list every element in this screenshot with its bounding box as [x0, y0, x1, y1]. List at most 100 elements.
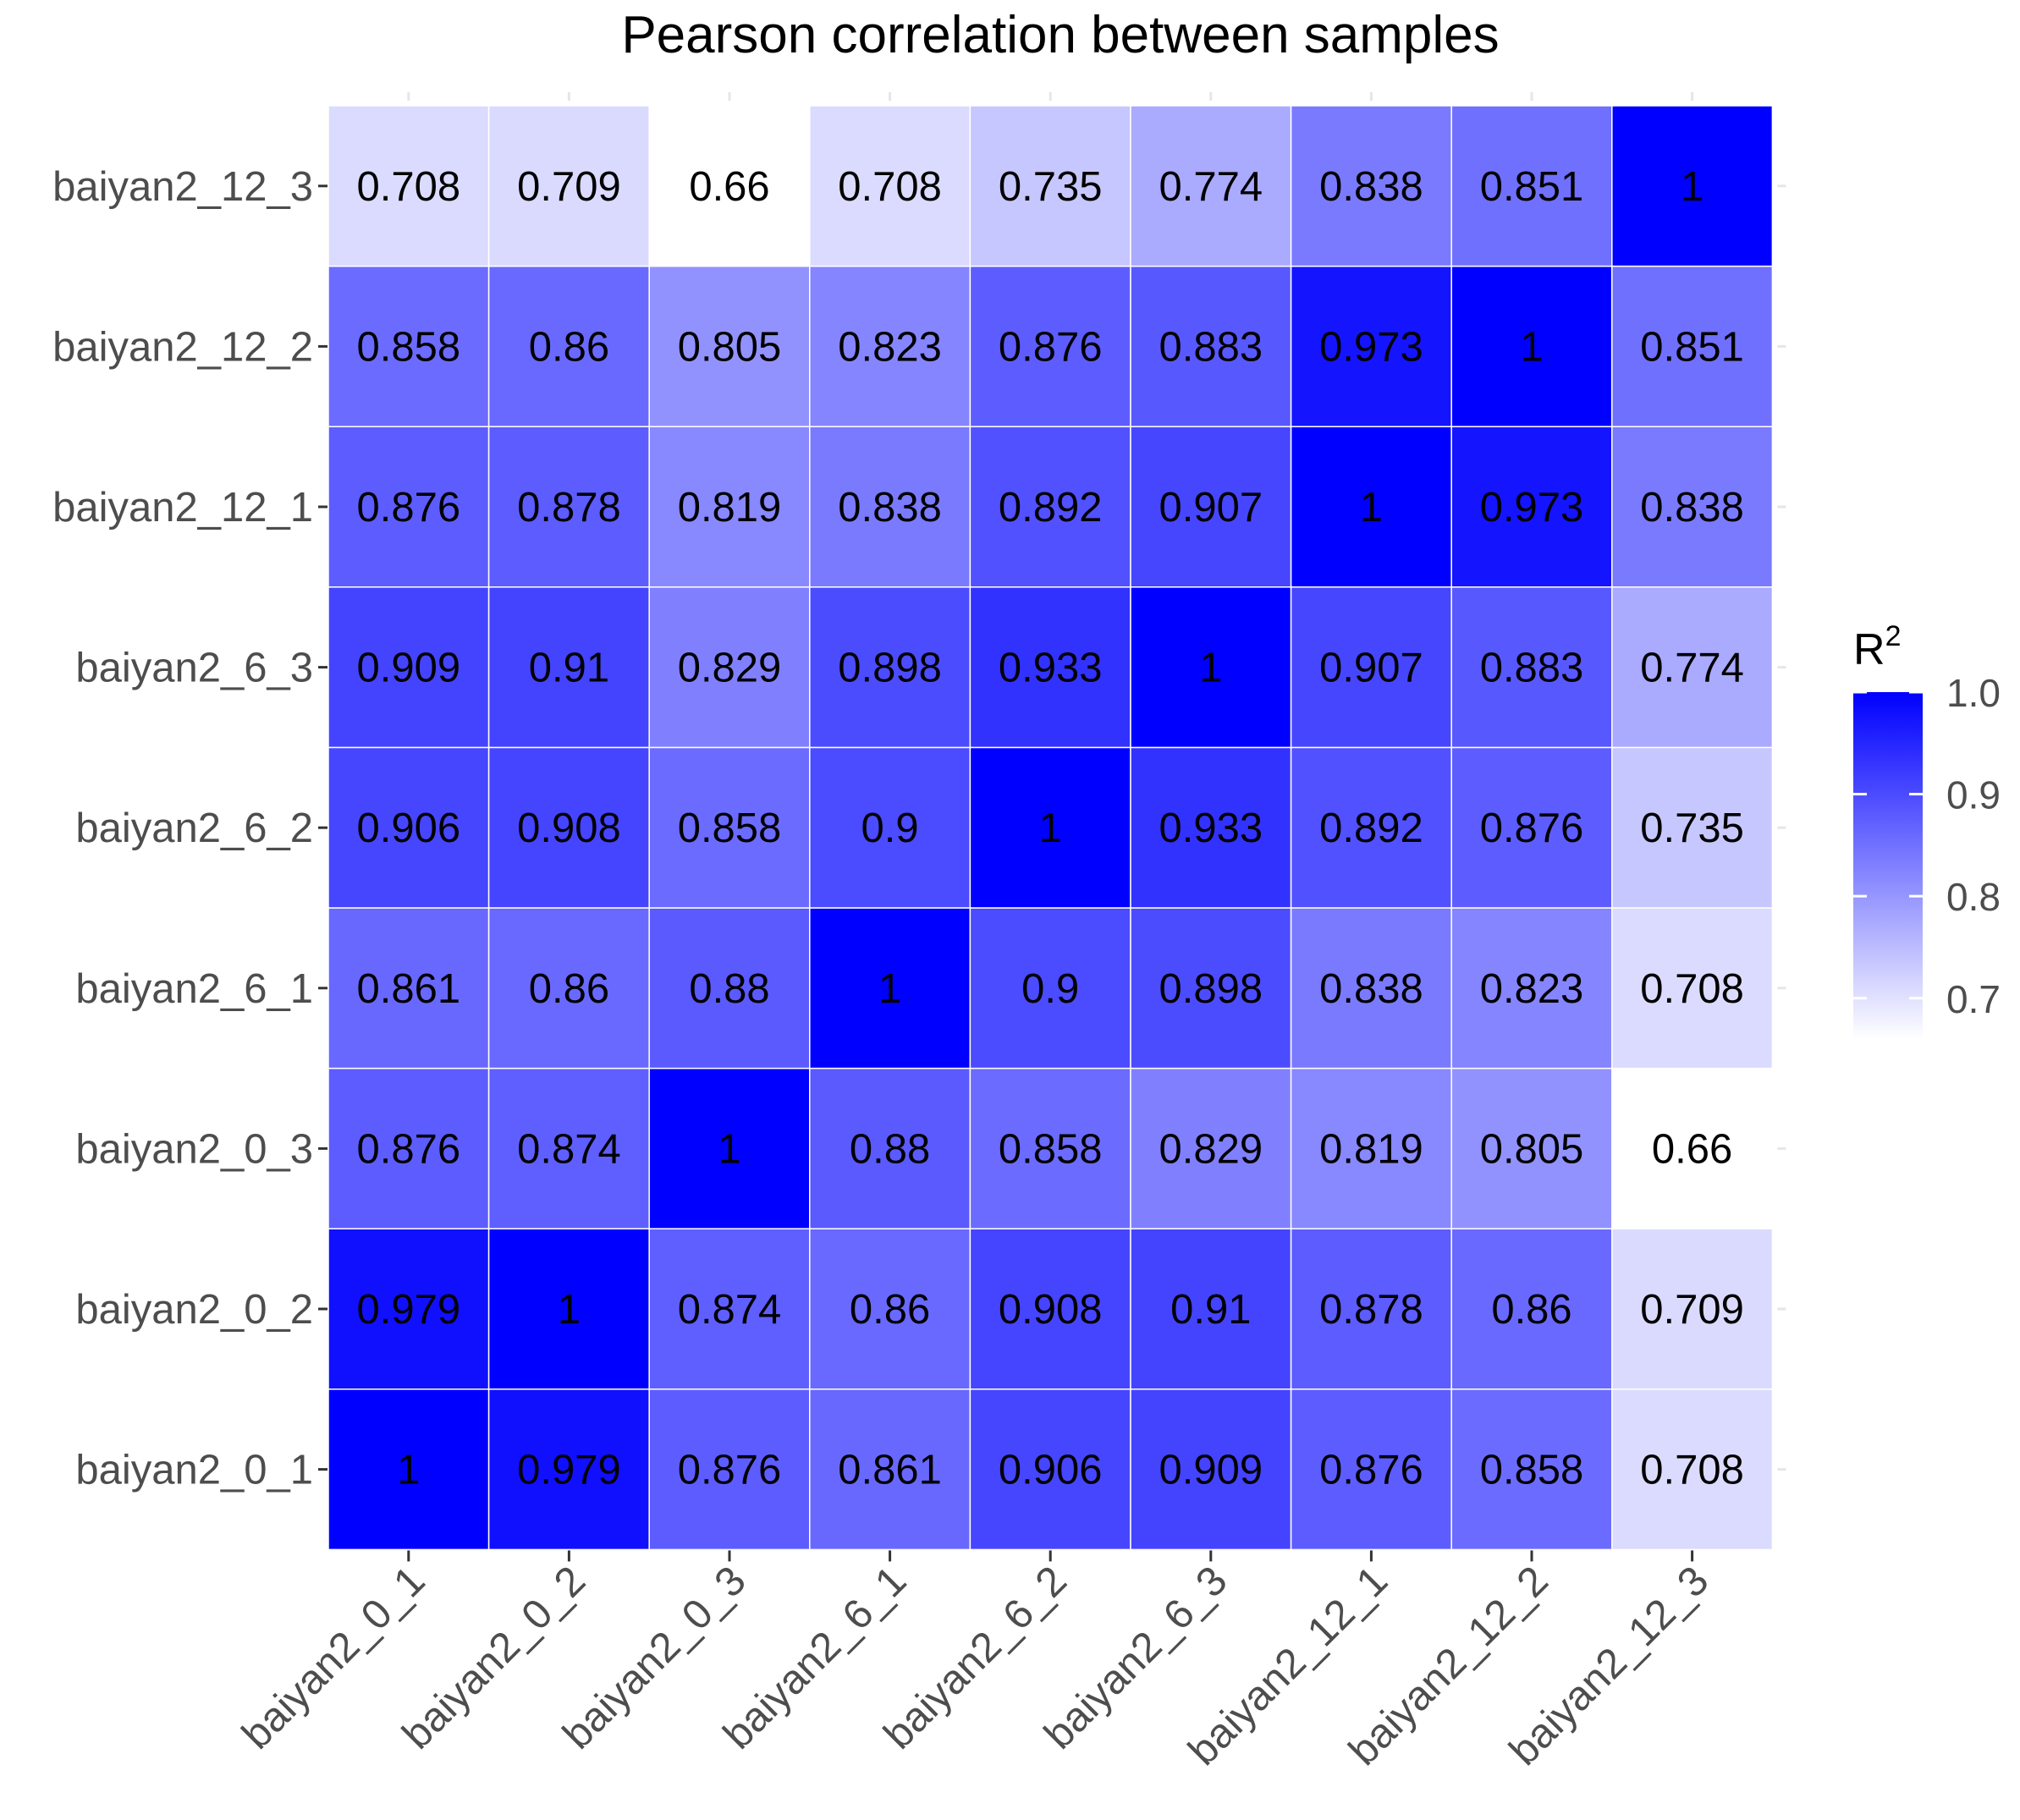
- heatmap-cell: [327, 907, 490, 1069]
- heatmap-cell: [487, 907, 650, 1069]
- heatmap-cell-label: 0.973: [1319, 324, 1423, 370]
- heatmap-cell-label: 0.86: [529, 324, 609, 370]
- heatmap-cell: [1611, 907, 1774, 1069]
- heatmap-cell: [327, 746, 490, 909]
- heatmap-cell-label: 0.898: [838, 646, 942, 691]
- heatmap-cell: [487, 1388, 650, 1551]
- heatmap-cell-label: 0.858: [356, 324, 460, 370]
- heatmap-cell-label: 0.851: [1480, 164, 1584, 210]
- heatmap-cell-label: 0.858: [999, 1126, 1103, 1172]
- heatmap-cell-label: 0.91: [1170, 1287, 1251, 1333]
- heatmap-cell-label: 0.774: [1640, 646, 1744, 691]
- heatmap-cell-label: 0.898: [1159, 966, 1263, 1012]
- heatmap-cell-label: 0.906: [356, 806, 460, 851]
- heatmap-cell: [648, 105, 811, 267]
- heatmap-cell: [809, 105, 971, 267]
- heatmap-cell: [969, 1067, 1131, 1229]
- heatmap-cell: [327, 1228, 490, 1390]
- heatmap-cell-label: 0.838: [1319, 966, 1423, 1012]
- heatmap-cell-label: 0.709: [517, 164, 621, 210]
- heatmap-cell-label: 0.883: [1480, 646, 1584, 691]
- heatmap-cell-label: 0.823: [1480, 966, 1584, 1012]
- heatmap-cell: [487, 105, 650, 267]
- heatmap-cell-label: 0.892: [1319, 806, 1423, 851]
- heatmap-cell-label: 0.876: [999, 324, 1103, 370]
- heatmap-cell-label: 0.66: [689, 164, 769, 210]
- heatmap-cell-label: 1: [1520, 324, 1543, 370]
- heatmap-cell: [1450, 265, 1613, 427]
- heatmap-cell: [1130, 426, 1292, 588]
- heatmap-cell-label: 0.735: [1640, 806, 1744, 851]
- heatmap-cell: [1130, 1388, 1292, 1551]
- heatmap-cell: [809, 586, 971, 749]
- heatmap-cell-label: 0.86: [1491, 1287, 1571, 1333]
- heatmap-cell-label: 0.874: [517, 1126, 621, 1172]
- heatmap-cell-label: 0.819: [678, 485, 782, 531]
- heatmap-cell: [1290, 907, 1452, 1069]
- heatmap-cell: [1290, 265, 1452, 427]
- heatmap-cell: [648, 586, 811, 749]
- heatmap-cell-label: 0.88: [689, 966, 769, 1012]
- heatmap-cell: [648, 1067, 811, 1229]
- heatmap-cell-label: 0.876: [356, 1126, 460, 1172]
- heatmap-cell-label: 0.908: [999, 1287, 1103, 1333]
- y-axis-label: baiyan2_0_2: [75, 1287, 313, 1333]
- heatmap-cell-label: 0.909: [356, 646, 460, 691]
- heatmap-cell-label: 0.876: [356, 485, 460, 531]
- heatmap-cell-label: 0.86: [850, 1287, 930, 1333]
- heatmap-cell-label: 1: [878, 966, 901, 1012]
- heatmap-cell: [1290, 1388, 1452, 1551]
- heatmap-cell-label: 0.979: [517, 1448, 621, 1493]
- heatmap-cell: [327, 1388, 490, 1551]
- heatmap-cell-labels: 1 0.979 0.876 0.861 0.906 0.909 0.876 0.858 0.70…: [356, 164, 1743, 1493]
- heatmap-cell: [1611, 265, 1774, 427]
- heatmap-cell-label: 0.876: [678, 1448, 782, 1493]
- heatmap-cell: [327, 105, 490, 267]
- heatmap-cell: [1450, 586, 1613, 749]
- heatmap-cell-label: 1: [718, 1126, 740, 1172]
- heatmap-cell-label: 1: [1360, 485, 1383, 531]
- heatmap-cell-label: 0.735: [999, 164, 1103, 210]
- heatmap-cell-label: 0.892: [999, 485, 1103, 531]
- legend-tick-label: 0.8: [1946, 875, 2001, 919]
- heatmap-cell-label: 0.774: [1159, 164, 1263, 210]
- heatmap-cell-label: 0.838: [838, 485, 942, 531]
- y-axis: baiyan2_0_1 baiyan2_0_2 baiyan2_0_3 baiyan2…: [52, 164, 1786, 1493]
- heatmap-cell: [969, 746, 1131, 909]
- heatmap-cell-label: 0.829: [678, 646, 782, 691]
- heatmap-cell-label: 0.86: [529, 966, 609, 1012]
- heatmap-cell-label: 0.9: [1021, 966, 1079, 1012]
- heatmap-cell-label: 0.823: [838, 324, 942, 370]
- heatmap-cell: [1130, 265, 1292, 427]
- heatmap-cell-label: 0.805: [1480, 1126, 1584, 1172]
- heatmap-cell: [487, 746, 650, 909]
- heatmap-cell: [969, 586, 1131, 749]
- chart-title: Pearson correlation between samples: [621, 6, 1499, 64]
- heatmap-cell-label: 0.708: [1640, 966, 1744, 1012]
- y-axis-label: baiyan2_6_3: [75, 646, 313, 691]
- heatmap-cell-label: 0.88: [850, 1126, 930, 1172]
- heatmap-cell-label: 0.858: [678, 806, 782, 851]
- heatmap-cell: [487, 1067, 650, 1229]
- heatmap-cell-label: 0.861: [356, 966, 460, 1012]
- heatmap-cell-label: 0.908: [517, 806, 621, 851]
- legend-title: R2: [1853, 620, 1901, 674]
- heatmap-cell: [1611, 1228, 1774, 1390]
- heatmap-cell: [1611, 746, 1774, 909]
- heatmap-cell: [648, 1228, 811, 1390]
- color-legend: R2 0.7 0.8 0.9 1.0: [1853, 620, 2001, 1039]
- heatmap-cell: [969, 265, 1131, 427]
- heatmap-cell: [327, 586, 490, 749]
- heatmap-cell-label: 0.861: [838, 1448, 942, 1493]
- heatmap-cell-label: 0.876: [1480, 806, 1584, 851]
- heatmap-cell: [1130, 1228, 1292, 1390]
- heatmap-cell-label: 0.708: [838, 164, 942, 210]
- legend-ticks: 0.7 0.8 0.9 1.0: [1853, 671, 2001, 1021]
- heatmap-cell: [1450, 1388, 1613, 1551]
- y-axis-label: baiyan2_0_1: [75, 1448, 313, 1493]
- heatmap-cell: [1611, 586, 1774, 749]
- heatmap-cell: [1611, 1388, 1774, 1551]
- heatmap-cell: [1450, 1228, 1613, 1390]
- heatmap-cell-label: 0.878: [517, 485, 621, 531]
- heatmap-cell: [969, 105, 1131, 267]
